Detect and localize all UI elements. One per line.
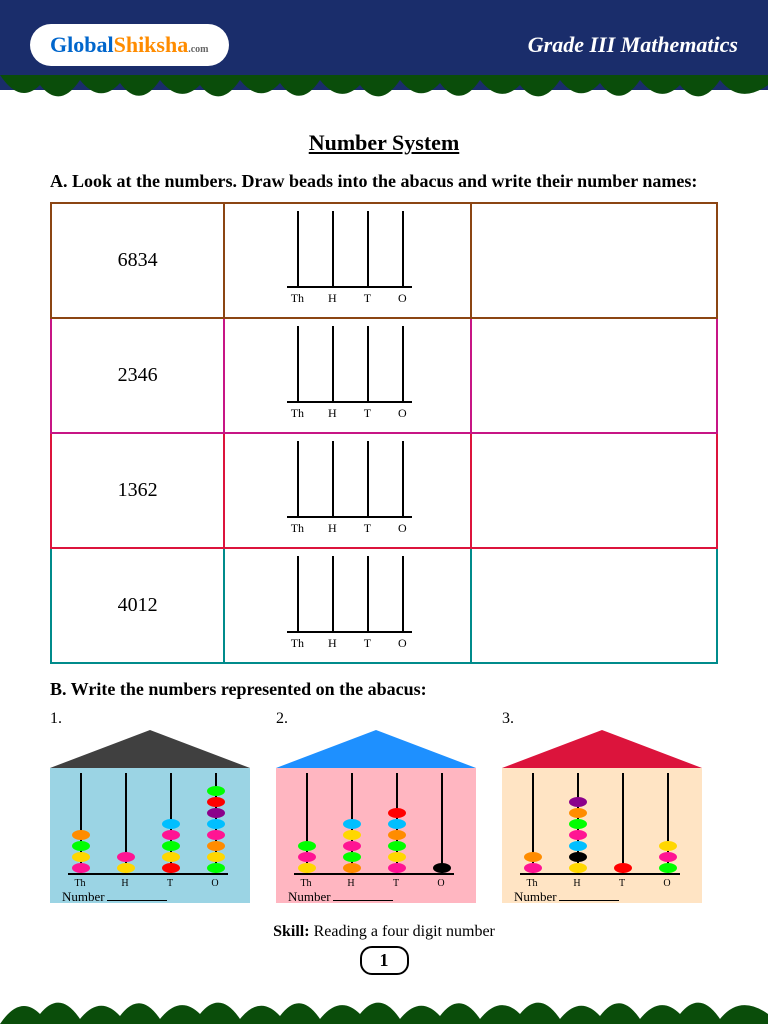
content: Number System A. Look at the numbers. Dr… <box>0 90 768 995</box>
table-answer-cell[interactable] <box>471 318 717 433</box>
bead <box>162 830 180 840</box>
house-body: ThHTONumber <box>502 768 702 903</box>
bead <box>343 841 361 851</box>
grade-title: Grade III Mathematics <box>528 32 738 58</box>
skill-label: Skill: <box>273 923 309 940</box>
logo: GlobalShiksha.com <box>30 24 229 66</box>
table-abacus-cell: ThHTO <box>224 318 470 433</box>
bead <box>388 852 406 862</box>
grass-top-decoration <box>0 75 768 110</box>
bead <box>388 841 406 851</box>
bead <box>162 863 180 873</box>
abacus-table: 6834ThHTO2346ThHTO1362ThHTO4012ThHTO <box>50 202 718 664</box>
bead <box>388 863 406 873</box>
bead <box>72 863 90 873</box>
bead <box>388 808 406 818</box>
bead <box>298 841 316 851</box>
bead <box>207 852 225 862</box>
table-number-cell: 1362 <box>51 433 224 548</box>
logo-bal: bal <box>84 32 113 57</box>
table-answer-cell[interactable] <box>471 548 717 663</box>
bead <box>569 852 587 862</box>
bead <box>298 863 316 873</box>
bead <box>343 863 361 873</box>
logo-com: .com <box>188 44 208 55</box>
bead <box>207 819 225 829</box>
section-b-title: B. Write the numbers represented on the … <box>50 679 718 700</box>
house-roof <box>502 730 702 768</box>
house-roof <box>276 730 476 768</box>
bead <box>162 852 180 862</box>
grass-bottom-decoration <box>0 989 768 1024</box>
bead <box>343 819 361 829</box>
logo-shiksha: Shiksha <box>114 32 189 57</box>
table-answer-cell[interactable] <box>471 203 717 318</box>
houses-row: 1. ThHTONumber 2. ThHTONumber 3. ThHTONumber <box>50 710 718 903</box>
bead <box>207 841 225 851</box>
bead <box>343 852 361 862</box>
house-number: 3. <box>502 710 718 728</box>
bead <box>207 797 225 807</box>
bead <box>343 830 361 840</box>
page-number-wrap: 1 <box>50 946 718 975</box>
table-number-cell: 2346 <box>51 318 224 433</box>
page-title: Number System <box>50 130 718 156</box>
bead <box>72 852 90 862</box>
section-a-title: A. Look at the numbers. Draw beads into … <box>50 171 718 192</box>
table-abacus-cell: ThHTO <box>224 548 470 663</box>
number-answer-line[interactable]: Number <box>288 889 393 905</box>
bead <box>569 830 587 840</box>
table-number-cell: 4012 <box>51 548 224 663</box>
bead <box>569 863 587 873</box>
bead <box>614 863 632 873</box>
bead <box>207 863 225 873</box>
bead <box>72 830 90 840</box>
house-roof <box>50 730 250 768</box>
bead <box>162 841 180 851</box>
bead <box>207 830 225 840</box>
bead <box>117 863 135 873</box>
house-number: 2. <box>276 710 492 728</box>
bead <box>524 863 542 873</box>
bead <box>659 863 677 873</box>
table-abacus-cell: ThHTO <box>224 433 470 548</box>
house: 3. ThHTONumber <box>502 710 718 903</box>
page-number: 1 <box>360 946 409 975</box>
house-body: ThHTONumber <box>50 768 250 903</box>
skill-line: Skill: Reading a four digit number <box>50 923 718 941</box>
number-answer-line[interactable]: Number <box>62 889 167 905</box>
logo-gl: Gl <box>50 32 73 57</box>
bead <box>388 830 406 840</box>
house-number: 1. <box>50 710 266 728</box>
bead <box>162 819 180 829</box>
table-answer-cell[interactable] <box>471 433 717 548</box>
bead <box>569 797 587 807</box>
bead <box>569 808 587 818</box>
bead <box>117 852 135 862</box>
skill-text: Reading a four digit number <box>310 923 495 940</box>
house: 2. ThHTONumber <box>276 710 492 903</box>
bead <box>659 841 677 851</box>
bead <box>433 863 451 873</box>
table-abacus-cell: ThHTO <box>224 203 470 318</box>
bead <box>388 819 406 829</box>
bead <box>659 852 677 862</box>
bead <box>207 786 225 796</box>
house: 1. ThHTONumber <box>50 710 266 903</box>
bead <box>524 852 542 862</box>
number-answer-line[interactable]: Number <box>514 889 619 905</box>
bead <box>207 808 225 818</box>
logo-o: o <box>73 32 84 57</box>
table-number-cell: 6834 <box>51 203 224 318</box>
bead <box>569 841 587 851</box>
bead <box>569 819 587 829</box>
house-body: ThHTONumber <box>276 768 476 903</box>
bead <box>72 841 90 851</box>
bead <box>298 852 316 862</box>
